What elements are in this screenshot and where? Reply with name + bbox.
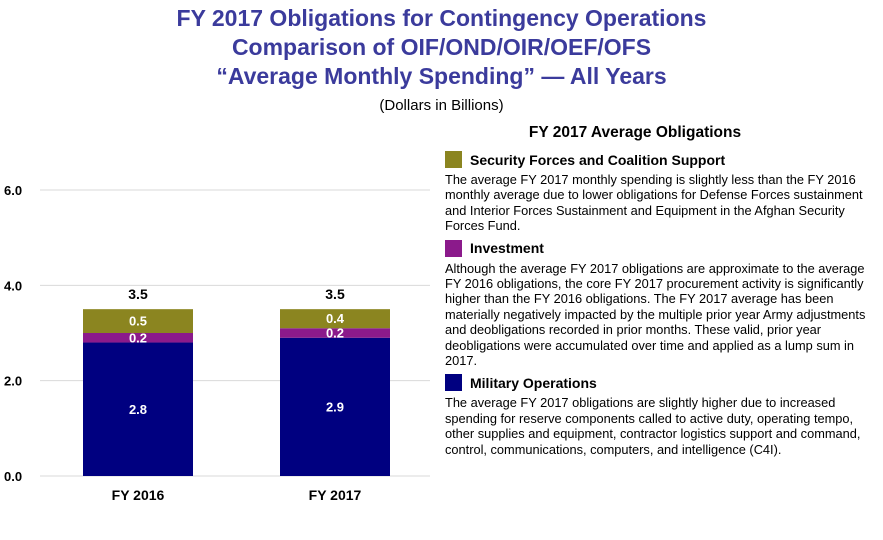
x-tick-label-1: FY 2017 (309, 487, 362, 503)
stacked-bar-chart: 0.02.04.06.02.80.20.53.5FY 20162.90.20.4… (4, 183, 430, 503)
section-security-forces: Security Forces and Coalition Support Th… (445, 151, 875, 234)
section-title-investment: Investment (470, 240, 544, 257)
chart-title-line-1: FY 2017 Obligations for Contingency Oper… (176, 5, 707, 31)
panel-title: FY 2017 Average Obligations (528, 124, 742, 141)
bar-segment-investment-0 (83, 333, 193, 343)
section-investment: Investment Although the average FY 2017 … (445, 239, 875, 369)
bar-segment-military-operations-1 (280, 337, 390, 476)
total-label-0: 3.5 (128, 286, 148, 302)
y-tick-label-2: 4.0 (4, 278, 22, 293)
section-text-security-forces: The average FY 2017 monthly spending is … (445, 172, 863, 234)
y-tick-label-1: 2.0 (4, 374, 22, 389)
data-label-1-0: 0.2 (129, 330, 147, 345)
y-tick-label-3: 6.0 (4, 183, 22, 198)
chart-subtitle: (Dollars in Billions) (379, 97, 504, 114)
bar-segment-military-operations-0 (83, 342, 193, 476)
section-text-investment: Although the average FY 2017 obligations… (445, 260, 866, 369)
obligations-panel: FY 2017 Average Obligations Security For… (445, 124, 875, 463)
data-label-0-0: 2.8 (129, 402, 147, 417)
data-label-1-1: 0.2 (326, 326, 344, 341)
security-forces-swatch (445, 151, 462, 168)
section-text-military-operations: The average FY 2017 obligations are slig… (445, 395, 861, 457)
military-operations-swatch (445, 374, 462, 392)
section-title-military-operations: Military Operations (470, 374, 597, 391)
title-block: FY 2017 Obligations for Contingency Oper… (0, 4, 883, 114)
chart-title-line-3: “Average Monthly Spending” — All Years (216, 63, 667, 89)
bar-segment-investment-1 (280, 328, 390, 338)
investment-swatch (445, 239, 462, 257)
data-label-0-1: 2.9 (326, 399, 344, 414)
section-military-operations: Military Operations The average FY 2017 … (445, 374, 875, 457)
total-label-1: 3.5 (325, 286, 345, 302)
chart-title-line-2: Comparison of OIF/OND/OIR/OEF/OFS (231, 34, 652, 60)
data-label-2-1: 0.4 (326, 311, 345, 326)
bar-segment-security-forces-and-coalition-support-0 (83, 309, 193, 333)
section-title-security-forces: Security Forces and Coalition Support (470, 151, 726, 168)
x-tick-label-0: FY 2016 (112, 487, 165, 503)
data-label-2-0: 0.5 (129, 314, 147, 329)
bar-segment-security-forces-and-coalition-support-1 (280, 309, 390, 329)
y-tick-label-0: 0.0 (4, 469, 22, 484)
